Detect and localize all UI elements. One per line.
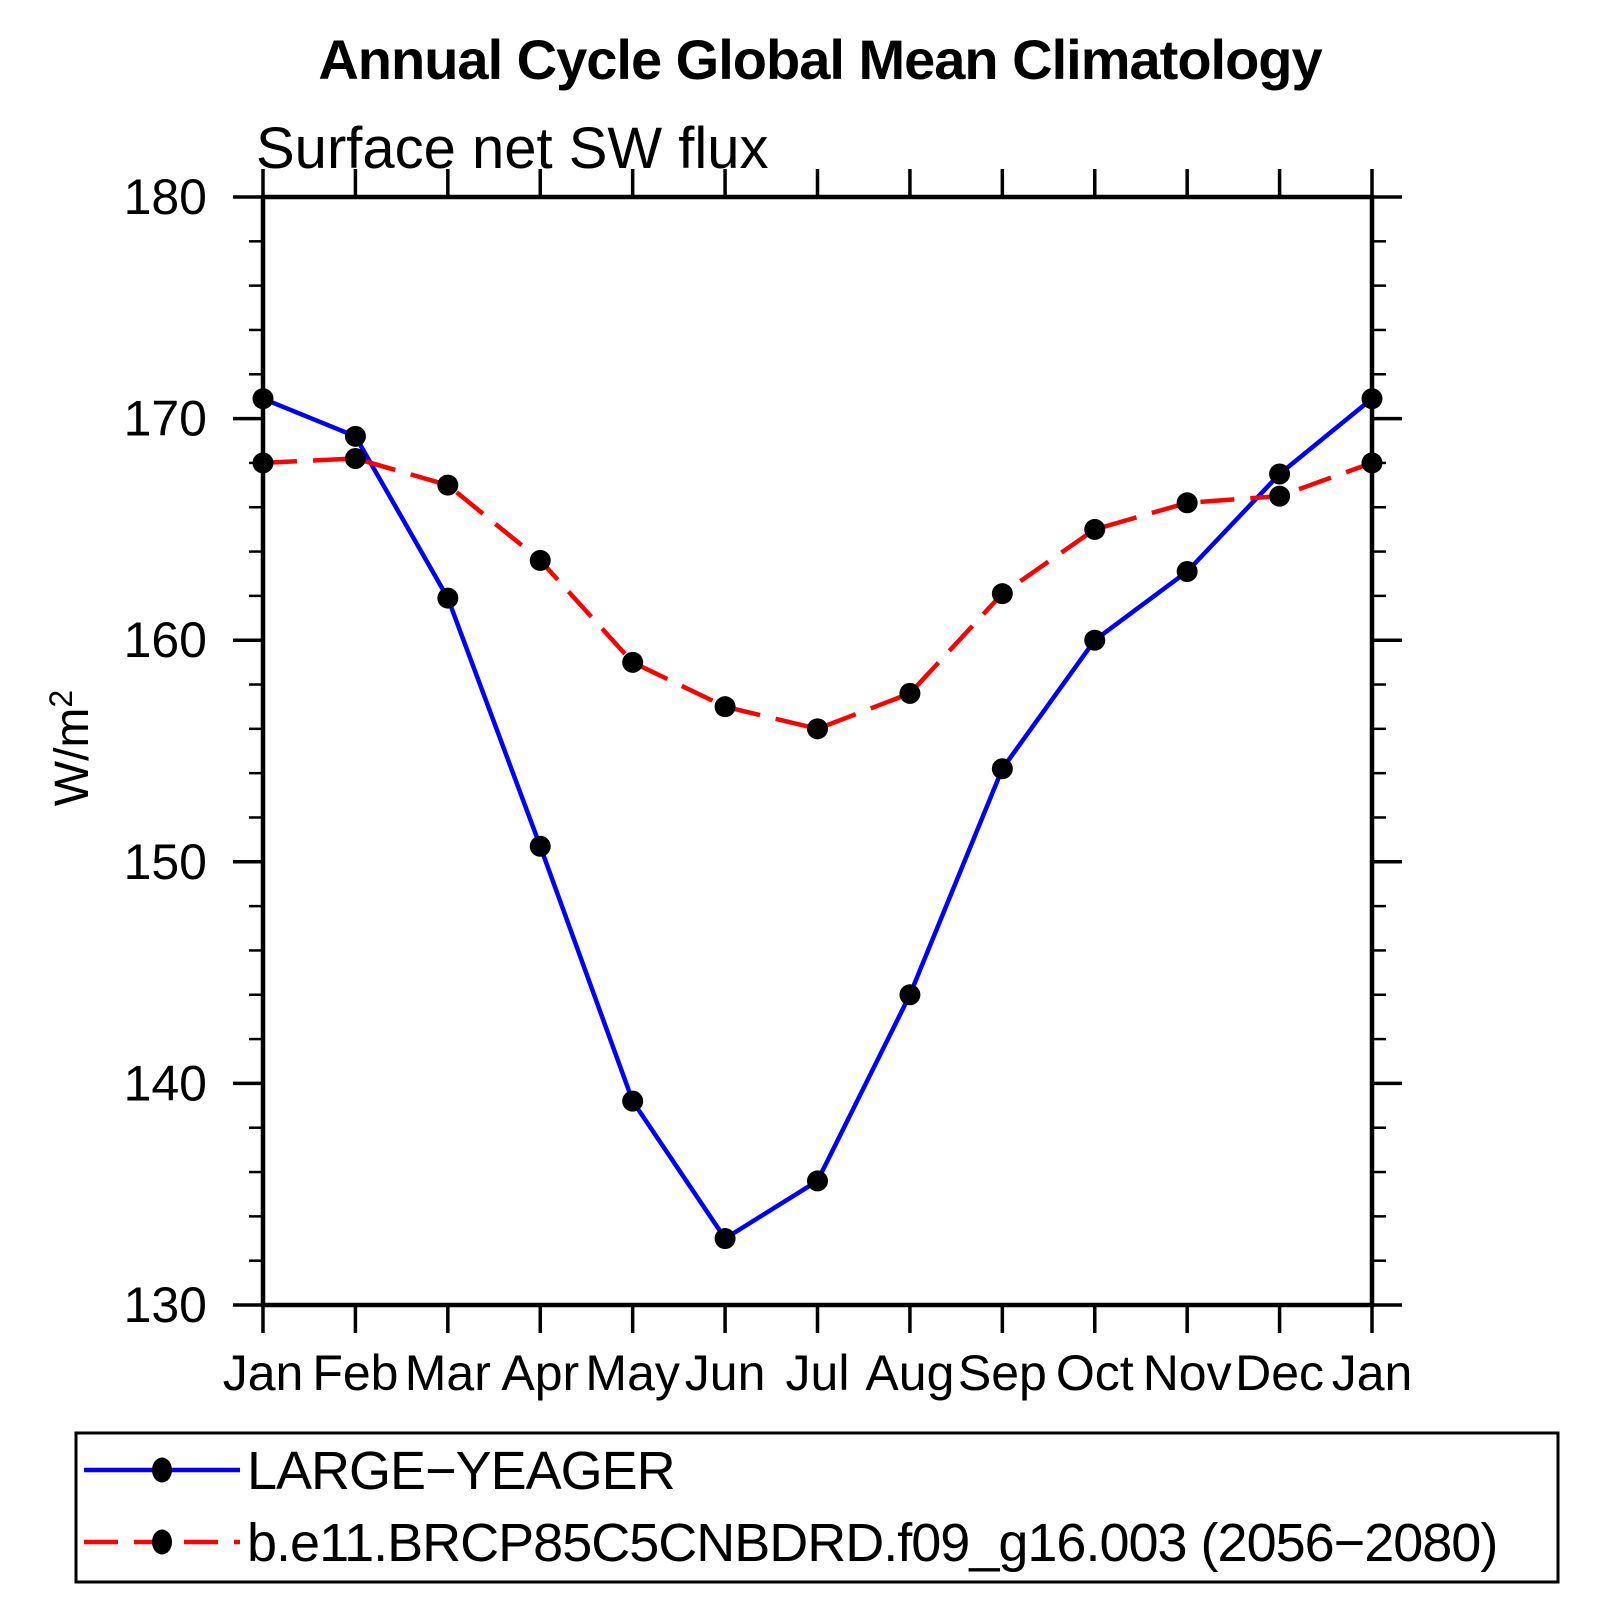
y-axis-title-base: W/m <box>46 708 99 807</box>
x-axis-tick-label: Apr <box>501 1345 579 1401</box>
series-line-1 <box>262 456 1373 732</box>
y-axis-tick-label: 150 <box>124 834 207 890</box>
data-point-marker-series-0 <box>529 835 551 857</box>
legend-label-large-yeager: LARGE−YEAGER <box>247 1441 675 1501</box>
data-point-marker-series-0 <box>344 425 366 447</box>
series-layer <box>252 388 1383 1250</box>
x-axis-tick-label: Jan <box>1332 1345 1413 1401</box>
legend-samples <box>84 1457 240 1555</box>
data-point-marker-series-1 <box>1269 485 1291 507</box>
plot-frame <box>260 194 1375 1308</box>
x-axis-tick-label: Dec <box>1235 1345 1324 1401</box>
data-point-marker-series-0 <box>437 587 459 609</box>
data-point-marker-series-1 <box>1361 452 1383 474</box>
data-point-marker-series-1 <box>252 452 274 474</box>
data-point-marker-series-1 <box>714 696 736 718</box>
data-point-marker-series-1 <box>991 583 1013 605</box>
data-point-marker-series-0 <box>1269 463 1291 485</box>
data-point-marker-series-1 <box>529 549 551 571</box>
legend-marker-0 <box>152 1457 172 1483</box>
legend: LARGE−YEAGER b.e11.BRCP85C5CNBDRD.f09_g1… <box>74 1431 1560 1584</box>
x-axis-tick-label: Mar <box>405 1345 491 1401</box>
chart-title: Annual Cycle Global Mean Climatology <box>318 28 1322 91</box>
legend-marker-1 <box>152 1529 172 1555</box>
chart-subtitle: Surface net SW flux <box>256 116 769 181</box>
x-axis-tick-label: Oct <box>1056 1345 1134 1401</box>
x-axis-tick-label: Feb <box>312 1345 398 1401</box>
data-point-marker-series-0 <box>622 1090 644 1112</box>
data-point-marker-series-1 <box>807 718 828 740</box>
data-point-marker-series-0 <box>899 984 921 1006</box>
x-axis-tick-label: Sep <box>958 1345 1047 1401</box>
y-axis-title-superscript: 2 <box>43 690 79 708</box>
data-point-marker-series-0 <box>1084 629 1106 651</box>
y-axis-tick-label: 160 <box>124 612 207 668</box>
x-axis-tick-label: Aug <box>865 1345 954 1401</box>
y-axis-title: W/m2 <box>43 690 99 806</box>
y-axis-tick-label: 140 <box>124 1055 207 1111</box>
x-axis-tick-label: Jan <box>223 1345 304 1401</box>
y-axis-tick-label: 170 <box>124 391 207 447</box>
data-point-marker-series-1 <box>1176 492 1198 514</box>
x-axis-tick-label: Jul <box>786 1345 850 1401</box>
data-point-marker-series-1 <box>344 447 366 469</box>
legend-label-model-run: b.e11.BRCP85C5CNBDRD.f09_g16.003 (2056−2… <box>247 1513 1497 1573</box>
data-point-marker-series-1 <box>622 651 644 673</box>
data-point-marker-series-0 <box>991 758 1013 780</box>
data-point-marker-series-0 <box>252 388 274 410</box>
data-point-marker-series-0 <box>714 1228 736 1250</box>
x-axis-tick-label: Nov <box>1143 1345 1232 1401</box>
data-point-marker-series-0 <box>1361 388 1383 410</box>
series-line-0 <box>262 396 1374 1241</box>
y-axis-tick-label: 180 <box>124 169 207 225</box>
y-axis-tick-label: 130 <box>124 1277 207 1333</box>
x-axis-tick-label: Jun <box>685 1345 766 1401</box>
axes-layer: Jan Feb Mar Apr May Jun Jul Aug Sep Oct Nov Dec Jan1… <box>124 169 1413 1401</box>
data-point-marker-series-1 <box>1084 518 1106 540</box>
legend-box <box>74 1431 1560 1584</box>
data-point-marker-series-1 <box>899 682 921 704</box>
data-point-marker-series-1 <box>437 474 459 496</box>
data-point-marker-series-0 <box>1176 561 1198 583</box>
x-axis-tick-label: May <box>585 1345 679 1401</box>
data-point-marker-series-0 <box>807 1170 828 1192</box>
